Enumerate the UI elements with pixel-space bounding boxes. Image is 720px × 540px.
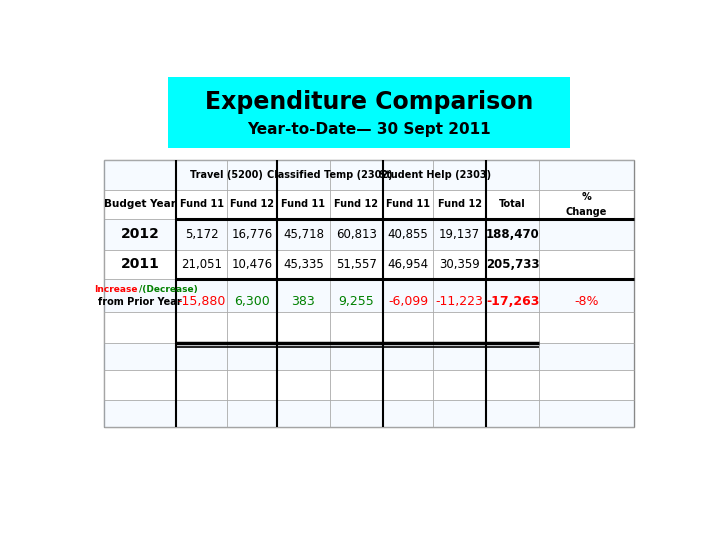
Text: 19,137: 19,137 — [439, 228, 480, 241]
Text: -8%: -8% — [575, 295, 599, 308]
Text: 205,733: 205,733 — [486, 258, 539, 271]
Text: Total: Total — [499, 199, 526, 209]
FancyBboxPatch shape — [104, 343, 634, 370]
Text: 45,718: 45,718 — [283, 228, 324, 241]
Text: 51,557: 51,557 — [336, 258, 377, 271]
Text: Fund 11: Fund 11 — [282, 199, 325, 209]
Text: 188,470: 188,470 — [486, 228, 539, 241]
Text: 2011: 2011 — [121, 258, 160, 272]
FancyBboxPatch shape — [104, 190, 634, 219]
Text: Travel (5200): Travel (5200) — [190, 170, 263, 180]
Text: -11,223: -11,223 — [436, 295, 484, 308]
FancyBboxPatch shape — [104, 312, 634, 343]
FancyBboxPatch shape — [104, 250, 634, 279]
Text: Fund 12: Fund 12 — [230, 199, 274, 209]
Text: Increase: Increase — [94, 285, 138, 294]
Text: 16,776: 16,776 — [231, 228, 272, 241]
Text: Fund 11: Fund 11 — [386, 199, 430, 209]
Text: -15,880: -15,880 — [177, 295, 226, 308]
FancyBboxPatch shape — [104, 279, 634, 312]
Text: Fund 12: Fund 12 — [438, 199, 482, 209]
Text: Budget Year: Budget Year — [104, 199, 176, 209]
FancyBboxPatch shape — [104, 219, 634, 250]
Text: 5,172: 5,172 — [185, 228, 218, 241]
FancyBboxPatch shape — [104, 400, 634, 427]
Text: Fund 11: Fund 11 — [179, 199, 224, 209]
Text: %: % — [582, 192, 592, 201]
Text: Change: Change — [566, 207, 607, 217]
Text: Year-to-Date— 30 Sept 2011: Year-to-Date— 30 Sept 2011 — [247, 122, 491, 137]
Text: 10,476: 10,476 — [231, 258, 272, 271]
FancyBboxPatch shape — [104, 160, 634, 190]
Text: 6,300: 6,300 — [234, 295, 270, 308]
Text: 45,335: 45,335 — [283, 258, 324, 271]
Text: Student Help (2303): Student Help (2303) — [379, 170, 490, 180]
Text: 383: 383 — [292, 295, 315, 308]
Text: -17,263: -17,263 — [486, 295, 539, 308]
FancyBboxPatch shape — [168, 77, 570, 148]
Text: 46,954: 46,954 — [387, 258, 428, 271]
Text: 30,359: 30,359 — [439, 258, 480, 271]
Text: 2012: 2012 — [121, 227, 160, 241]
FancyBboxPatch shape — [104, 370, 634, 400]
Text: 60,813: 60,813 — [336, 228, 377, 241]
Text: 40,855: 40,855 — [387, 228, 428, 241]
Text: /(Decrease): /(Decrease) — [138, 285, 197, 294]
Text: from Prior Year: from Prior Year — [99, 297, 182, 307]
Text: 9,255: 9,255 — [338, 295, 374, 308]
Text: Classified Temp (2302): Classified Temp (2302) — [267, 170, 392, 180]
FancyBboxPatch shape — [104, 160, 634, 427]
Text: 21,051: 21,051 — [181, 258, 222, 271]
Text: Expenditure Comparison: Expenditure Comparison — [204, 90, 534, 114]
Text: Fund 12: Fund 12 — [335, 199, 379, 209]
Text: -6,099: -6,099 — [388, 295, 428, 308]
